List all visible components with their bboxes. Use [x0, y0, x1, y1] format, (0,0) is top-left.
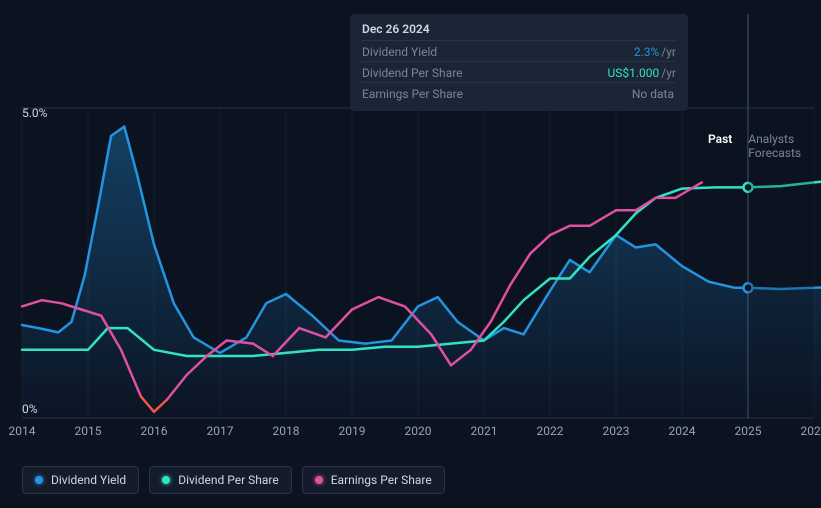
x-axis-year: 2022	[532, 424, 568, 438]
x-axis-year: 2015	[70, 424, 106, 438]
tooltip-value: US$1.000	[608, 66, 660, 80]
x-axis-year: 2025	[730, 424, 766, 438]
section-labels: Past Analysts Forecasts	[708, 132, 821, 160]
legend-label: Dividend Yield	[51, 473, 126, 487]
legend-label: Earnings Per Share	[331, 473, 432, 487]
tooltip-value: 2.3%	[634, 45, 659, 59]
chart-legend: Dividend Yield Dividend Per Share Earnings…	[22, 466, 445, 494]
chart-root: 5.0% 0% 2014 2015 2016 2017 2018 2019 2020 2021…	[0, 0, 821, 508]
y-axis-min-label: 0%	[22, 402, 38, 416]
x-axis-year: 2023	[598, 424, 634, 438]
x-axis-year: 2020	[400, 424, 436, 438]
legend-item-dividend_per_share[interactable]: Dividend Per Share	[149, 466, 292, 494]
tooltip-row-eps: Earnings Per Share No data	[362, 82, 676, 103]
tooltip-value: No data	[632, 87, 674, 101]
tooltip-row-yield: Dividend Yield 2.3%/yr	[362, 40, 676, 61]
tooltip-label: Dividend Yield	[362, 43, 437, 61]
tooltip-row-dps: Dividend Per Share US$1.000/yr	[362, 61, 676, 82]
tooltip-label: Dividend Per Share	[362, 64, 463, 82]
legend-item-earnings_per_share[interactable]: Earnings Per Share	[302, 466, 445, 494]
tooltip-date: Dec 26 2024	[362, 22, 676, 36]
tooltip-unit: /yr	[661, 45, 676, 59]
past-label: Past	[708, 132, 732, 160]
x-axis-year: 2021	[466, 424, 502, 438]
legend-dot-icon	[315, 476, 323, 484]
forecast-label: Analysts Forecasts	[748, 132, 821, 160]
tooltip-label: Earnings Per Share	[362, 85, 463, 103]
x-axis-year: 2024	[664, 424, 700, 438]
tooltip-unit: /yr	[661, 66, 676, 80]
legend-label: Dividend Per Share	[178, 473, 279, 487]
y-axis-max-label: 5.0%	[22, 106, 47, 120]
x-axis-year: 2018	[268, 424, 304, 438]
legend-dot-icon	[162, 476, 170, 484]
x-axis-year: 2019	[334, 424, 370, 438]
chart-tooltip: Dec 26 2024 Dividend Yield 2.3%/yr Divid…	[350, 14, 688, 111]
legend-item-dividend_yield[interactable]: Dividend Yield	[22, 466, 139, 494]
x-axis-year: 2017	[202, 424, 238, 438]
x-axis-year: 2016	[136, 424, 172, 438]
x-axis-year: 2014	[4, 424, 40, 438]
x-axis-year: 2026	[796, 424, 821, 438]
legend-dot-icon	[35, 476, 43, 484]
